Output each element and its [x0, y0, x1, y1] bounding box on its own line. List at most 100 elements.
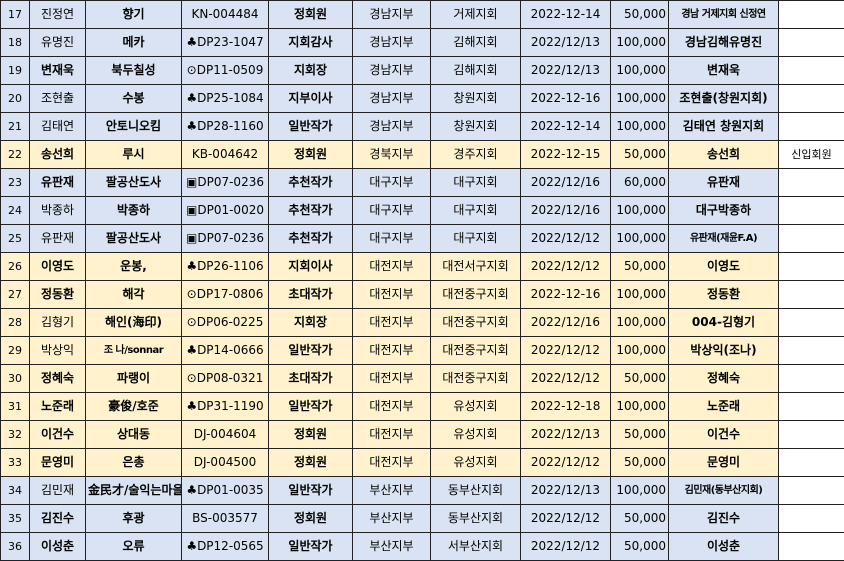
- remark: 김태연 창원지회: [669, 113, 779, 141]
- note: [779, 29, 844, 57]
- date: 2022/12/16: [521, 169, 611, 197]
- note: [779, 57, 844, 85]
- date: 2022-12-16: [521, 85, 611, 113]
- rank: 지부이사: [269, 85, 353, 113]
- amount: 100,000: [611, 57, 669, 85]
- remark: 정혜숙: [669, 365, 779, 393]
- remark: 유판재(재윤F.A): [669, 225, 779, 253]
- member-id: ♣DP14-0666: [182, 337, 269, 365]
- name: 김민재: [30, 477, 86, 505]
- amount: 60,000: [611, 169, 669, 197]
- remark: 변재욱: [669, 57, 779, 85]
- note: [779, 421, 844, 449]
- rank: 일반작가: [269, 113, 353, 141]
- row-number: 20: [1, 85, 30, 113]
- amount: 50,000: [611, 421, 669, 449]
- name: 유판재: [30, 169, 86, 197]
- amount: 100,000: [611, 281, 669, 309]
- remark: 문영미: [669, 449, 779, 477]
- date: 2022-12-16: [521, 281, 611, 309]
- branch: 경북지부: [353, 141, 431, 169]
- name: 정동환: [30, 281, 86, 309]
- note: [779, 365, 844, 393]
- amount: 100,000: [611, 309, 669, 337]
- branch: 경남지부: [353, 113, 431, 141]
- branch: 부산지부: [353, 505, 431, 533]
- rank: 정회원: [269, 141, 353, 169]
- member-id: ♣DP31-1190: [182, 393, 269, 421]
- row-number: 30: [1, 365, 30, 393]
- branch: 경남지부: [353, 57, 431, 85]
- amount: 100,000: [611, 197, 669, 225]
- rank: 정회원: [269, 505, 353, 533]
- chapter: 대전중구지회: [431, 309, 521, 337]
- date: 2022/12/12: [521, 505, 611, 533]
- branch: 대전지부: [353, 253, 431, 281]
- row-number: 33: [1, 449, 30, 477]
- remark: 박상익(조나): [669, 337, 779, 365]
- rank: 추천작가: [269, 197, 353, 225]
- rank: 정회원: [269, 449, 353, 477]
- member-id: ♣DP25-1084: [182, 85, 269, 113]
- amount: 100,000: [611, 113, 669, 141]
- chapter: 거제지회: [431, 1, 521, 29]
- name: 노준래: [30, 393, 86, 421]
- row-number: 18: [1, 29, 30, 57]
- branch: 대구지부: [353, 225, 431, 253]
- name: 진정연: [30, 1, 86, 29]
- member-id: ▣DP07-0236: [182, 225, 269, 253]
- date: 2022-12-15: [521, 141, 611, 169]
- member-id: ♣DP28-1160: [182, 113, 269, 141]
- member-id: KN-004484: [182, 1, 269, 29]
- amount: 100,000: [611, 337, 669, 365]
- remark: 대구박종하: [669, 197, 779, 225]
- rank: 일반작가: [269, 337, 353, 365]
- member-id: ♣DP01-0035: [182, 477, 269, 505]
- row-number: 25: [1, 225, 30, 253]
- note: [779, 197, 844, 225]
- branch: 경남지부: [353, 29, 431, 57]
- amount: 50,000: [611, 449, 669, 477]
- alias: 메카: [86, 29, 182, 57]
- rank: 초대작가: [269, 365, 353, 393]
- name: 정혜숙: [30, 365, 86, 393]
- alias: 루시: [86, 141, 182, 169]
- name: 이성춘: [30, 533, 86, 561]
- chapter: 창원지회: [431, 85, 521, 113]
- note: [779, 477, 844, 505]
- remark: 004-김형기: [669, 309, 779, 337]
- row-number: 19: [1, 57, 30, 85]
- chapter: 대전중구지회: [431, 365, 521, 393]
- rank: 지회이사: [269, 253, 353, 281]
- branch: 대전지부: [353, 365, 431, 393]
- alias: 해각: [86, 281, 182, 309]
- member-id: ⊙DP17-0806: [182, 281, 269, 309]
- chapter: 서부산지회: [431, 533, 521, 561]
- remark: 유판재: [669, 169, 779, 197]
- name: 김태연: [30, 113, 86, 141]
- row-number: 23: [1, 169, 30, 197]
- alias: 박종하: [86, 197, 182, 225]
- rank: 정회원: [269, 421, 353, 449]
- remark: 경남 거제지회 신정연: [669, 1, 779, 29]
- row-number: 29: [1, 337, 30, 365]
- row-number: 35: [1, 505, 30, 533]
- alias: 해인(海印): [86, 309, 182, 337]
- member-id: ⊙DP11-0509: [182, 57, 269, 85]
- amount: 100,000: [611, 393, 669, 421]
- row-number: 21: [1, 113, 30, 141]
- date: 2022-12-14: [521, 1, 611, 29]
- branch: 대전지부: [353, 309, 431, 337]
- row-number: 27: [1, 281, 30, 309]
